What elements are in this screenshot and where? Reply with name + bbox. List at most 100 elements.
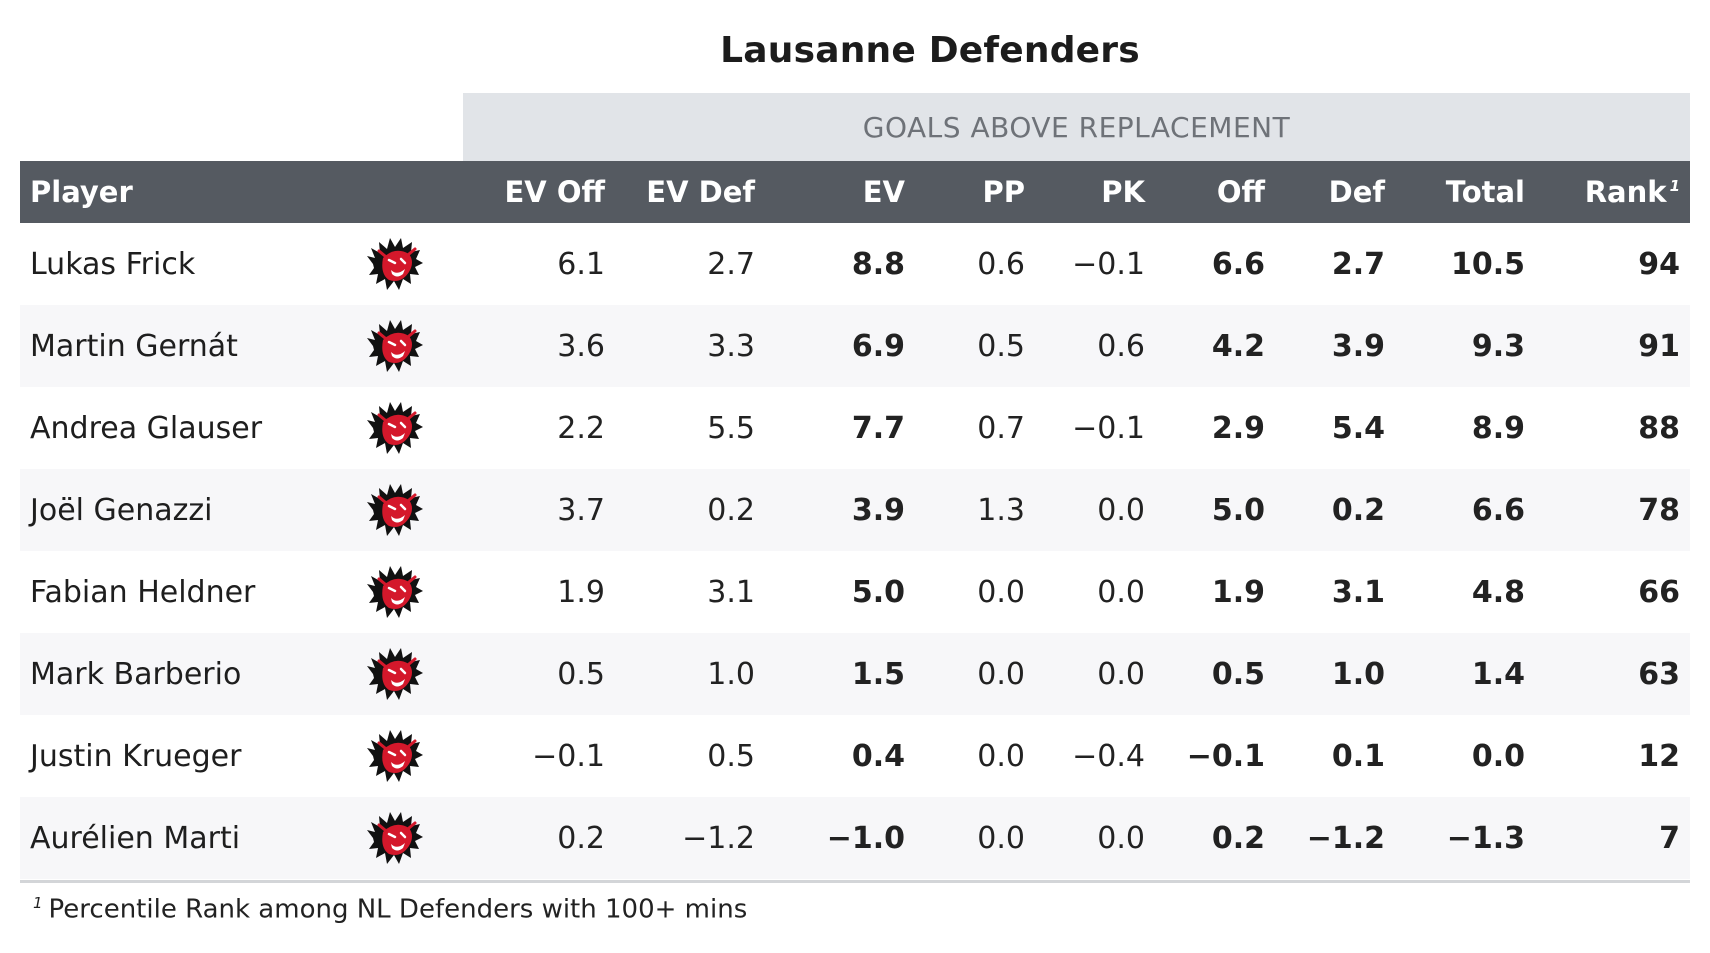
cell-ev: 3.9 xyxy=(851,492,905,528)
cell-off: 4.2 xyxy=(1211,328,1265,364)
cell-off: 0.5 xyxy=(1211,656,1265,692)
cell-def: 0.2 xyxy=(1331,492,1385,528)
header-rank: Rank 1 xyxy=(1535,161,1690,223)
cell-def: 3.1 xyxy=(1331,574,1385,610)
cell-ev-off: 6.1 xyxy=(557,246,605,282)
cell-total: 9.3 xyxy=(1471,328,1525,364)
cell-off: 1.9 xyxy=(1211,574,1265,610)
cell-ev-off: 0.5 xyxy=(557,656,605,692)
lausanne-lion-logo-icon xyxy=(365,644,425,704)
cell-ev-def: 1.0 xyxy=(707,656,755,692)
player-name: Andrea Glauser xyxy=(30,410,263,446)
header-total: Total xyxy=(1445,175,1525,209)
cell-total: 6.6 xyxy=(1471,492,1525,528)
cell-ev: 7.7 xyxy=(851,410,905,446)
cell-def: −1.2 xyxy=(1306,820,1385,856)
header-pk: PK xyxy=(1101,175,1145,209)
cell-ev: 0.4 xyxy=(851,738,905,774)
cell-rank: 94 xyxy=(1638,246,1680,282)
table-row: Lukas Frick 6.1 2.7 8.8 0.6 −0.1 6.6 2.7 10.5 94 xyxy=(20,223,1690,305)
cell-def: 2.7 xyxy=(1331,246,1385,282)
team-logo-cell xyxy=(365,797,463,879)
player-name: Lukas Frick xyxy=(30,246,196,282)
player-name: Fabian Heldner xyxy=(30,574,256,610)
cell-def: 1.0 xyxy=(1331,656,1385,692)
cell-pp: 0.0 xyxy=(977,820,1025,856)
header-logo xyxy=(365,161,463,223)
cell-pk: −0.1 xyxy=(1072,246,1145,282)
cell-off: 6.6 xyxy=(1211,246,1265,282)
lausanne-lion-logo-icon xyxy=(365,234,425,294)
table-row: Fabian Heldner 1.9 3.1 5.0 0.0 0.0 1.9 3.1 4.8 66 xyxy=(20,551,1690,633)
header-ev-def: EV Def xyxy=(646,175,755,209)
cell-pp: 0.6 xyxy=(977,246,1025,282)
player-name: Mark Barberio xyxy=(30,656,242,692)
cell-rank: 12 xyxy=(1638,738,1680,774)
table-title: Lausanne Defenders xyxy=(720,30,1140,71)
cell-ev: 1.5 xyxy=(851,656,905,692)
player-name: Joël Genazzi xyxy=(30,492,213,528)
header-def: Def xyxy=(1328,175,1385,209)
cell-ev-def: 5.5 xyxy=(707,410,755,446)
cell-ev: −1.0 xyxy=(826,820,905,856)
team-logo-cell xyxy=(365,551,463,633)
cell-pp: 0.0 xyxy=(977,738,1025,774)
cell-total: 8.9 xyxy=(1471,410,1525,446)
player-name: Aurélien Marti xyxy=(30,820,241,856)
cell-pk: −0.4 xyxy=(1072,738,1145,774)
table-row: Martin Gernát 3.6 3.3 6.9 0.5 0.6 4.2 3.9 9.3 91 xyxy=(20,305,1690,387)
cell-rank: 88 xyxy=(1638,410,1680,446)
cell-ev-off: −0.1 xyxy=(532,738,605,774)
header-off: Off xyxy=(1216,175,1265,209)
defenders-table: Player EV Off EV Def EV PP PK Off Def To… xyxy=(20,161,1690,879)
cell-pp: 0.5 xyxy=(977,328,1025,364)
table-body: Lukas Frick 6.1 2.7 8.8 0.6 −0.1 6.6 2.7 10.5 94 M… xyxy=(20,223,1690,879)
cell-ev-off: 1.9 xyxy=(557,574,605,610)
cell-pk: 0.6 xyxy=(1097,328,1145,364)
cell-pp: 0.0 xyxy=(977,656,1025,692)
cell-ev-def: 3.3 xyxy=(707,328,755,364)
lausanne-lion-logo-icon xyxy=(365,726,425,786)
cell-ev-off: 3.6 xyxy=(557,328,605,364)
cell-ev-def: 0.2 xyxy=(707,492,755,528)
table-row: Joël Genazzi 3.7 0.2 3.9 1.3 0.0 5.0 0.2 6.6 78 xyxy=(20,469,1690,551)
team-logo-cell xyxy=(365,469,463,551)
cell-pp: 1.3 xyxy=(977,492,1025,528)
cell-total: 0.0 xyxy=(1471,738,1525,774)
team-logo-cell xyxy=(365,715,463,797)
cell-rank: 91 xyxy=(1638,328,1680,364)
lausanne-lion-logo-icon xyxy=(365,808,425,868)
lausanne-lion-logo-icon xyxy=(365,562,425,622)
header-ev: EV xyxy=(862,175,905,209)
team-logo-cell xyxy=(365,223,463,305)
cell-ev-def: −1.2 xyxy=(682,820,755,856)
cell-rank: 66 xyxy=(1638,574,1680,610)
cell-ev: 8.8 xyxy=(851,246,905,282)
header-rank-label: Rank xyxy=(1584,175,1667,209)
cell-off: 0.2 xyxy=(1211,820,1265,856)
cell-pk: 0.0 xyxy=(1097,492,1145,528)
cell-total: −1.3 xyxy=(1446,820,1525,856)
column-spanner-goals-above-replacement: GOALS ABOVE REPLACEMENT xyxy=(463,93,1690,161)
header-row: Player EV Off EV Def EV PP PK Off Def To… xyxy=(20,161,1690,223)
cell-pk: 0.0 xyxy=(1097,574,1145,610)
cell-pk: 0.0 xyxy=(1097,656,1145,692)
cell-pk: 0.0 xyxy=(1097,820,1145,856)
cell-off: 2.9 xyxy=(1211,410,1265,446)
table-row: Justin Krueger −0.1 0.5 0.4 0.0 −0.4 −0.1 0.1 0.… xyxy=(20,715,1690,797)
cell-ev-off: 3.7 xyxy=(557,492,605,528)
cell-def: 5.4 xyxy=(1331,410,1385,446)
cell-ev: 5.0 xyxy=(851,574,905,610)
cell-ev-def: 0.5 xyxy=(707,738,755,774)
cell-pk: −0.1 xyxy=(1072,410,1145,446)
lausanne-lion-logo-icon xyxy=(365,398,425,458)
cell-ev: 6.9 xyxy=(851,328,905,364)
cell-def: 0.1 xyxy=(1331,738,1385,774)
cell-rank: 63 xyxy=(1638,656,1680,692)
footnote-text: Percentile Rank among NL Defenders with … xyxy=(48,894,748,925)
table-row: Mark Barberio 0.5 1.0 1.5 0.0 0.0 0.5 1.0 1.4 63 xyxy=(20,633,1690,715)
header-pp: PP xyxy=(982,175,1025,209)
cell-pp: 0.7 xyxy=(977,410,1025,446)
table-row: Aurélien Marti 0.2 −1.2 −1.0 0.0 0.0 0.2 −1.2 −1… xyxy=(20,797,1690,879)
cell-ev-def: 2.7 xyxy=(707,246,755,282)
